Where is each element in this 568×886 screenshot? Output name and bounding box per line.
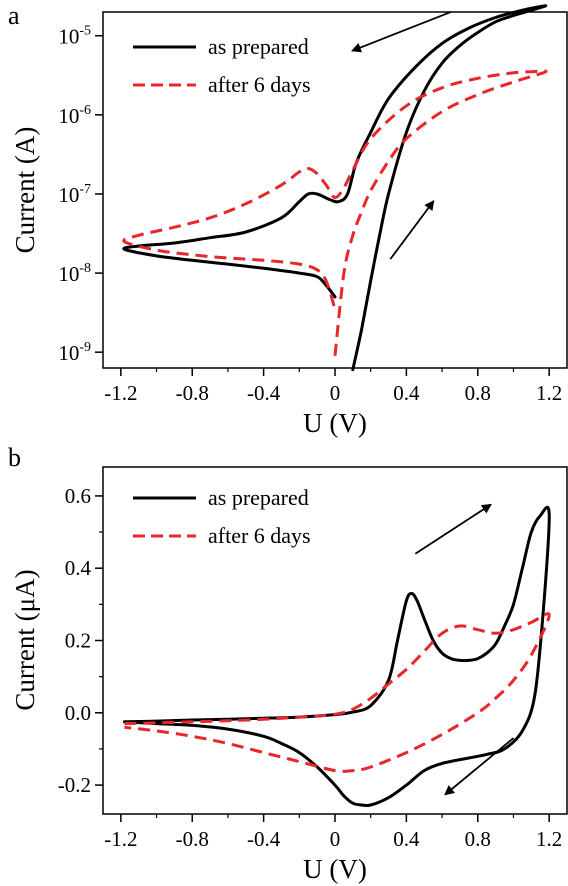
direction-arrow-up-right bbox=[414, 503, 492, 555]
y-tick-label: -0.2 bbox=[58, 773, 91, 797]
panel-b-ylabel: Current (μA) bbox=[10, 569, 40, 710]
series-line-after-6-days bbox=[124, 612, 551, 773]
x-tick-label: 0 bbox=[330, 381, 341, 405]
series-line-as-prepared bbox=[122, 4, 548, 372]
x-tick-label: -0.8 bbox=[176, 381, 209, 405]
x-tick-label: -0.4 bbox=[247, 827, 281, 851]
x-tick-label: 1.2 bbox=[536, 381, 562, 405]
direction-arrow-up-right bbox=[389, 200, 435, 260]
x-tick-label: 0.4 bbox=[393, 827, 420, 851]
x-tick-label: -1.2 bbox=[104, 827, 137, 851]
panel-b-label: b bbox=[8, 443, 21, 472]
y-tick-label: 10-5 bbox=[58, 24, 91, 49]
legend-a-after-6-days: after 6 days bbox=[208, 72, 311, 97]
x-tick-label: 0.8 bbox=[465, 827, 491, 851]
panel-a-legend: as prepared after 6 days bbox=[133, 34, 311, 97]
series-line-as-prepared bbox=[122, 505, 551, 808]
y-tick-label: 10-7 bbox=[58, 182, 91, 207]
panel-a-xlabel: U (V) bbox=[303, 408, 367, 438]
direction-arrow-left bbox=[350, 11, 452, 53]
panel-b: b -1.2 -0.8 -0.4 0 0.4 0.8 1.2 -0.2 0.0 0.2 0.4 0.6… bbox=[8, 443, 568, 884]
panel-b-legend: as prepared after 6 days bbox=[133, 485, 311, 548]
legend-a-as-prepared: as prepared bbox=[208, 34, 309, 59]
y-tick-label: 10-8 bbox=[58, 261, 91, 286]
x-tick-label: -0.4 bbox=[247, 381, 281, 405]
panel-b-xlabel: U (V) bbox=[303, 854, 367, 884]
y-tick-label: 0.0 bbox=[65, 701, 91, 725]
x-tick-label: 1.2 bbox=[536, 827, 562, 851]
x-tick-label: 0 bbox=[330, 827, 341, 851]
panel-b-axis-ticks: -1.2 -0.8 -0.4 0 0.4 0.8 1.2 -0.2 0.0 0.2 0.4 0.6 bbox=[58, 484, 563, 851]
legend-b-after-6-days: after 6 days bbox=[208, 523, 311, 548]
panel-a-axis-ticks: -1.2 -0.8 -0.4 0 0.4 0.8 1.2 10-5 10-6 10-7 10-8 10… bbox=[58, 24, 562, 405]
panel-a-plot-area bbox=[102, 11, 568, 369]
direction-arrow-down-left bbox=[444, 737, 515, 796]
series-line-after-6-days bbox=[122, 69, 548, 356]
panel-a: a -1.2 -0.8 -0.4 0 0.4 0.8 1.2 10-5 10-6 10-7 10-8… bbox=[8, 1, 568, 438]
panel-b-direction-arrows bbox=[414, 503, 515, 796]
panel-a-series bbox=[122, 4, 548, 372]
legend-b-as-prepared: as prepared bbox=[208, 485, 309, 510]
y-tick-label: 0.4 bbox=[65, 556, 92, 580]
x-tick-label: -0.8 bbox=[176, 827, 209, 851]
x-tick-label: 0.8 bbox=[465, 381, 491, 405]
panel-b-series bbox=[122, 505, 551, 808]
panel-a-direction-arrows bbox=[350, 11, 452, 260]
y-tick-label: 10-9 bbox=[58, 340, 91, 365]
y-tick-label: 10-6 bbox=[58, 103, 91, 128]
panel-a-ylabel: Current (A) bbox=[10, 127, 40, 254]
y-tick-label: 0.6 bbox=[65, 484, 91, 508]
x-tick-label: 0.4 bbox=[393, 381, 420, 405]
y-tick-label: 0.2 bbox=[65, 629, 91, 653]
x-tick-label: -1.2 bbox=[104, 381, 137, 405]
panel-a-label: a bbox=[8, 1, 20, 30]
